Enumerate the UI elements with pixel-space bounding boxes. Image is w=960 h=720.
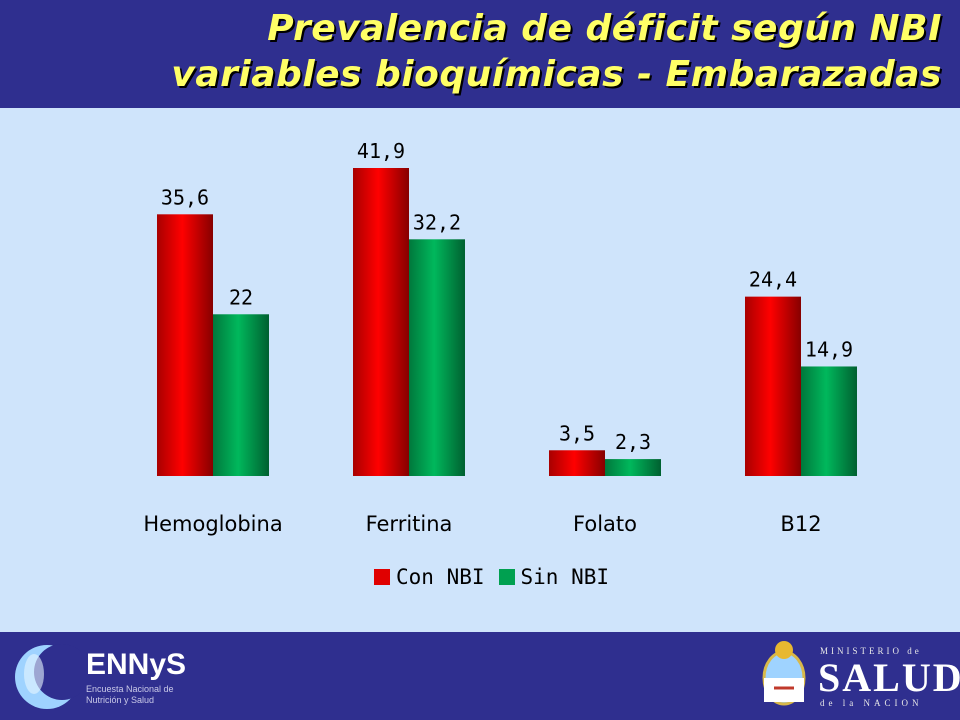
- ennys-logo-name: ENNyS: [86, 648, 187, 681]
- category-label-folato: Folato: [573, 512, 637, 536]
- legend-swatch-con-nbi: [374, 569, 390, 585]
- ministry-main-text: SALUD: [818, 655, 960, 700]
- legend-label-sin-nbi: Sin NBI: [520, 565, 610, 589]
- legend: Con NBI Sin NBI: [374, 565, 619, 589]
- bar-b12-sin-nbi: [801, 366, 857, 476]
- data-label-hemoglobina-con-nbi: 35,6: [161, 185, 209, 209]
- bar-folato-con-nbi: [549, 450, 605, 476]
- title-line-1: Prevalencia de déficit según NBI: [267, 8, 942, 49]
- legend-swatch-sin-nbi: [498, 569, 515, 585]
- legend-item-con-nbi: Con NBI: [374, 565, 485, 589]
- legend-label-con-nbi: Con NBI: [396, 565, 485, 589]
- legend-item-sin-nbi: Sin NBI: [498, 565, 610, 589]
- coat-of-arms-icon: [762, 641, 806, 706]
- bar-b12-con-nbi: [745, 296, 801, 476]
- data-label-ferritina-con-nbi: 41,9: [357, 139, 405, 163]
- data-label-hemoglobina-sin-nbi: 22: [229, 285, 253, 309]
- bar-chart: 35,6 22 Hemoglobina 41,9 32,2 Ferritina 3,5 2,3…: [143, 139, 857, 536]
- title-band: Prevalencia de déficit según NBI variabl…: [0, 0, 960, 108]
- data-label-folato-sin-nbi: 2,3: [615, 430, 651, 454]
- bar-ferritina-con-nbi: [353, 168, 409, 476]
- bar-folato-sin-nbi: [605, 459, 661, 476]
- bar-hemoglobina-con-nbi: [157, 214, 213, 476]
- ministry-bottom-text: de la NACION: [820, 698, 923, 708]
- data-label-b12-con-nbi: 24,4: [749, 268, 797, 292]
- slide-title: Prevalencia de déficit según NBI variabl…: [171, 6, 942, 98]
- title-line-2: variables bioquímicas - Embarazadas: [171, 54, 942, 95]
- ennys-logo-icon: [15, 644, 82, 709]
- ennys-logo-subtitle: Encuesta Nacional de Nutrición y Salud: [86, 684, 174, 705]
- bar-hemoglobina-sin-nbi: [213, 314, 269, 476]
- ministry-top-text: MINISTERIO de: [820, 646, 922, 656]
- data-label-b12-sin-nbi: 14,9: [805, 337, 853, 361]
- category-label-hemoglobina: Hemoglobina: [143, 512, 282, 536]
- bar-ferritina-sin-nbi: [409, 239, 465, 476]
- data-label-ferritina-sin-nbi: 32,2: [413, 210, 461, 234]
- category-label-ferritina: Ferritina: [366, 512, 453, 536]
- data-label-folato-con-nbi: 3,5: [559, 421, 595, 445]
- category-label-b12: B12: [780, 512, 821, 536]
